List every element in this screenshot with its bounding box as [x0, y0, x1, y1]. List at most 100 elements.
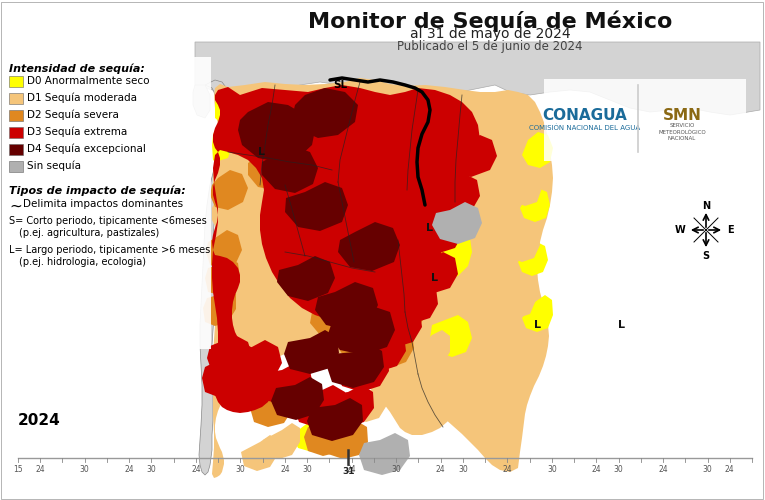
- Polygon shape: [359, 433, 410, 475]
- Polygon shape: [285, 227, 337, 268]
- Polygon shape: [321, 385, 374, 428]
- Polygon shape: [210, 170, 248, 210]
- Text: L= Largo periodo, tipicamente >6 meses: L= Largo periodo, tipicamente >6 meses: [9, 245, 210, 255]
- Polygon shape: [248, 148, 298, 190]
- Polygon shape: [315, 282, 378, 330]
- Text: N: N: [702, 201, 710, 211]
- Text: 30: 30: [147, 465, 156, 474]
- Polygon shape: [522, 132, 553, 168]
- Polygon shape: [427, 174, 480, 216]
- Bar: [9, 144, 23, 155]
- Text: 31: 31: [342, 467, 354, 476]
- Polygon shape: [212, 78, 553, 478]
- Polygon shape: [338, 222, 400, 271]
- Polygon shape: [405, 252, 458, 294]
- Polygon shape: [271, 377, 324, 420]
- Text: 30: 30: [614, 465, 623, 474]
- Text: 24: 24: [503, 465, 512, 474]
- Polygon shape: [207, 335, 253, 378]
- Text: SMN: SMN: [662, 108, 702, 122]
- Text: 30: 30: [458, 465, 467, 474]
- Polygon shape: [205, 258, 240, 295]
- Polygon shape: [263, 423, 300, 459]
- Text: E: E: [727, 225, 734, 235]
- Polygon shape: [263, 192, 313, 234]
- Polygon shape: [206, 230, 242, 269]
- Text: L: L: [427, 223, 434, 233]
- Text: SERVICIO
METEOROLÓGICO
NACIONAL: SERVICIO METEOROLÓGICO NACIONAL: [658, 123, 706, 141]
- Polygon shape: [277, 256, 335, 301]
- Text: 24: 24: [591, 465, 601, 474]
- Polygon shape: [195, 42, 760, 115]
- Text: Intensidad de sequía:: Intensidad de sequía:: [9, 63, 145, 74]
- Polygon shape: [285, 182, 348, 231]
- Polygon shape: [203, 288, 236, 326]
- Polygon shape: [432, 202, 482, 244]
- Bar: [195, 42, 760, 482]
- Text: Monitor de Sequía de México: Monitor de Sequía de México: [308, 10, 672, 32]
- FancyBboxPatch shape: [4, 57, 211, 349]
- Text: D4 Sequía excepcional: D4 Sequía excepcional: [27, 144, 146, 154]
- Bar: [9, 127, 23, 138]
- Text: W: W: [675, 225, 685, 235]
- Text: 30: 30: [547, 465, 557, 474]
- Polygon shape: [212, 195, 232, 228]
- Polygon shape: [262, 146, 318, 193]
- Text: Sin sequía: Sin sequía: [27, 161, 81, 171]
- Polygon shape: [370, 325, 414, 368]
- Text: S= Corto periodo, tipicamente <6meses: S= Corto periodo, tipicamente <6meses: [9, 216, 207, 226]
- Polygon shape: [385, 235, 418, 270]
- Polygon shape: [505, 278, 536, 318]
- Bar: [9, 161, 23, 172]
- Text: 24: 24: [347, 465, 356, 474]
- Polygon shape: [220, 108, 262, 148]
- Polygon shape: [232, 340, 282, 384]
- Polygon shape: [284, 330, 339, 374]
- Polygon shape: [238, 102, 315, 162]
- Text: CONAGUA: CONAGUA: [542, 108, 627, 122]
- Polygon shape: [385, 282, 438, 324]
- Bar: [9, 110, 23, 121]
- Polygon shape: [241, 435, 278, 471]
- Polygon shape: [350, 385, 387, 422]
- Polygon shape: [418, 222, 472, 280]
- Polygon shape: [310, 244, 362, 286]
- Text: 30: 30: [702, 465, 712, 474]
- Polygon shape: [520, 188, 550, 222]
- Text: 24: 24: [280, 465, 290, 474]
- Text: 24: 24: [658, 465, 668, 474]
- Polygon shape: [213, 158, 235, 198]
- Polygon shape: [250, 388, 293, 427]
- Text: D2 Sequía severa: D2 Sequía severa: [27, 110, 119, 120]
- Polygon shape: [462, 340, 497, 380]
- Polygon shape: [321, 403, 358, 440]
- Polygon shape: [380, 295, 424, 338]
- Text: L: L: [431, 273, 438, 283]
- Text: 30: 30: [302, 465, 312, 474]
- Polygon shape: [423, 373, 461, 412]
- Polygon shape: [476, 308, 512, 347]
- Text: SL: SL: [333, 80, 347, 90]
- Text: 2024: 2024: [18, 413, 60, 428]
- Polygon shape: [202, 355, 244, 397]
- Text: 24: 24: [125, 465, 134, 474]
- Text: D3 Sequía extrema: D3 Sequía extrema: [27, 126, 127, 137]
- Text: D1 Sequía moderada: D1 Sequía moderada: [27, 93, 137, 104]
- Bar: [9, 93, 23, 104]
- Polygon shape: [328, 306, 395, 355]
- Polygon shape: [260, 362, 313, 405]
- Text: L: L: [259, 147, 265, 157]
- Text: S: S: [702, 251, 710, 261]
- Polygon shape: [212, 85, 480, 413]
- Polygon shape: [368, 304, 422, 348]
- Text: 24: 24: [725, 465, 734, 474]
- Text: COMISIÓN NACIONAL DEL AGUA: COMISIÓN NACIONAL DEL AGUA: [529, 124, 640, 131]
- Polygon shape: [215, 95, 232, 122]
- Polygon shape: [522, 295, 553, 332]
- Text: 15: 15: [13, 465, 23, 474]
- Polygon shape: [509, 225, 540, 262]
- Polygon shape: [199, 80, 230, 475]
- Text: 30: 30: [236, 465, 246, 474]
- Polygon shape: [292, 418, 332, 452]
- Polygon shape: [512, 168, 542, 206]
